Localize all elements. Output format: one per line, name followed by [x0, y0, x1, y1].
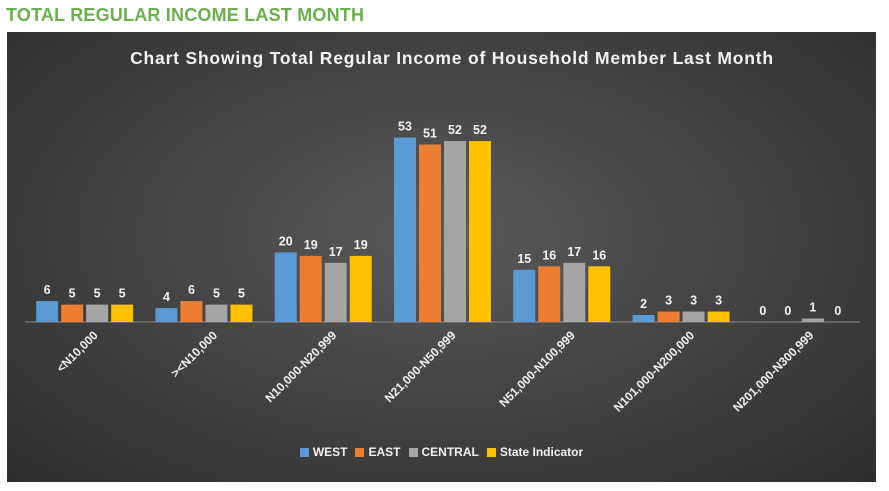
- bar-central-2: [324, 262, 347, 322]
- section-heading: TOTAL REGULAR INCOME LAST MONTH: [6, 5, 365, 25]
- data-label: 6: [44, 283, 51, 297]
- legend-item-central: CENTRAL: [408, 445, 479, 459]
- x-tick-label: N21,000-N50,999: [382, 328, 459, 405]
- data-label: 5: [119, 287, 126, 301]
- bar-west-4: [513, 269, 536, 322]
- data-label: 2: [640, 297, 647, 311]
- data-label: 6: [188, 283, 195, 297]
- data-label: 3: [690, 294, 697, 308]
- data-label: 4: [163, 290, 170, 304]
- bar-central-3: [444, 141, 466, 322]
- data-label: 19: [304, 238, 318, 252]
- bar-state-indicator-4: [588, 266, 611, 322]
- x-tick-label: N10,000-N20,999: [262, 328, 339, 405]
- legend-label: CENTRAL: [421, 445, 479, 459]
- data-label: 1: [809, 301, 816, 315]
- legend-item-east: EAST: [355, 445, 401, 459]
- legend-swatch: [355, 447, 365, 457]
- bar-east-3: [419, 144, 441, 322]
- x-tick-label: N51,000-N100,999: [496, 328, 578, 410]
- bar-state-indicator-2: [349, 255, 372, 322]
- data-label: 0: [784, 304, 791, 318]
- bar-west-2: [274, 252, 297, 322]
- bar-east-5: [657, 311, 680, 322]
- bar-east-2: [299, 255, 322, 322]
- data-label: 16: [592, 248, 606, 262]
- data-label: 0: [759, 304, 766, 318]
- data-label: 3: [665, 294, 672, 308]
- bar-central-6: [801, 318, 824, 322]
- data-label: 5: [213, 287, 220, 301]
- bar-state-indicator-3: [469, 141, 491, 322]
- data-label: 52: [448, 123, 462, 137]
- bar-west-3: [394, 137, 416, 322]
- x-tick-label: N201,000-N300,999: [730, 328, 817, 415]
- bar-east-0: [61, 304, 84, 322]
- data-label: 51: [423, 127, 437, 141]
- legend-label: State Indicator: [499, 445, 584, 459]
- legend-swatch: [408, 447, 418, 457]
- data-label: 52: [473, 123, 487, 137]
- data-label: 16: [542, 248, 556, 262]
- legend-label: WEST: [312, 445, 348, 459]
- bar-west-5: [632, 315, 655, 322]
- legend-item-state-indicator: State Indicator: [486, 445, 584, 459]
- data-label: 19: [354, 238, 368, 252]
- data-label: 53: [398, 120, 412, 134]
- bar-state-indicator-5: [707, 311, 730, 322]
- bar-west-1: [155, 308, 178, 322]
- legend-swatch: [299, 447, 309, 457]
- bar-state-indicator-0: [111, 304, 134, 322]
- data-label: 17: [329, 245, 343, 259]
- bar-central-1: [205, 304, 228, 322]
- bar-central-5: [682, 311, 705, 322]
- chart-legend: WEST EAST CENTRAL State Indicator: [7, 445, 876, 460]
- legend-item-west: WEST: [299, 445, 348, 459]
- x-tick-label: <N10,000: [54, 328, 101, 375]
- legend-label: EAST: [368, 445, 401, 459]
- data-label: 20: [279, 234, 293, 248]
- bar-central-4: [563, 262, 586, 322]
- data-label: 17: [567, 245, 581, 259]
- x-tick-label: N101,000-N200,000: [611, 328, 698, 415]
- bar-west-0: [36, 301, 59, 322]
- data-label: 5: [69, 287, 76, 301]
- bar-state-indicator-1: [230, 304, 253, 322]
- data-label: 5: [238, 287, 245, 301]
- data-label: 0: [834, 304, 841, 318]
- x-tick-label: ><N10,000: [168, 328, 220, 380]
- data-label: 3: [715, 294, 722, 308]
- data-label: 5: [94, 287, 101, 301]
- legend-swatch: [486, 447, 496, 457]
- bar-east-4: [538, 266, 561, 322]
- data-label: 15: [517, 252, 531, 266]
- bar-east-1: [180, 301, 203, 322]
- bar-central-0: [86, 304, 109, 322]
- chart-area: Chart Showing Total Regular Income of Ho…: [7, 32, 876, 482]
- chart-title: Chart Showing Total Regular Income of Ho…: [130, 48, 774, 68]
